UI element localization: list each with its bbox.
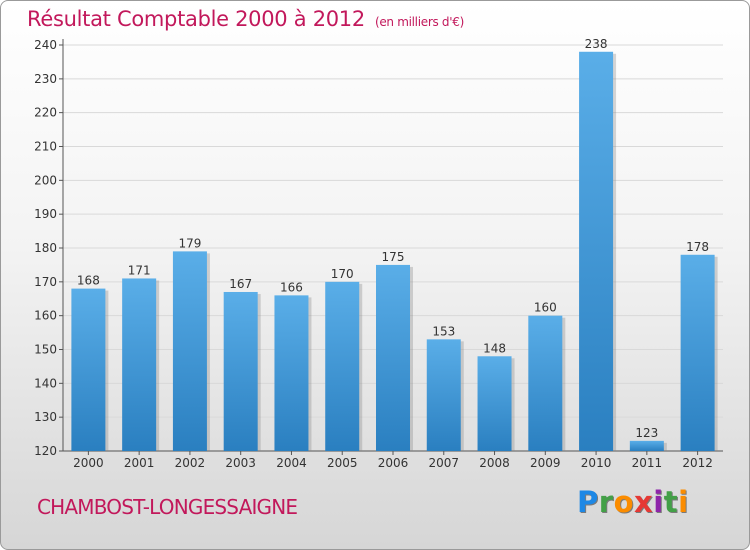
x-tick-label: 2008: [479, 456, 510, 470]
y-tick-label: 200: [34, 173, 57, 187]
proxiti-logo[interactable]: Proxiti: [577, 485, 689, 519]
x-tick-label: 2005: [327, 456, 358, 470]
bar: [122, 278, 157, 451]
logo-letter: x: [634, 485, 654, 519]
data-label: 168: [77, 274, 100, 288]
data-label: 166: [280, 280, 303, 294]
data-label: 238: [585, 37, 608, 51]
data-label: 179: [178, 236, 201, 250]
bar: [274, 295, 309, 451]
chart-title: Résultat Comptable 2000 à 2012 (en millie…: [27, 7, 464, 31]
y-tick-label: 130: [34, 410, 57, 424]
x-tick-label: 2012: [682, 456, 713, 470]
y-tick-label: 210: [34, 140, 57, 154]
logo-letter: t: [663, 485, 679, 519]
x-tick-label: 2010: [581, 456, 612, 470]
y-tick-label: 230: [34, 72, 57, 86]
labels: 120 130 140 150 160 170 180 190 200 210 220 230 240 1…: [34, 37, 713, 470]
x-tick-label: 2001: [124, 456, 155, 470]
data-label: 175: [382, 250, 405, 264]
data-label: 167: [229, 277, 252, 291]
x-tick-label: 2011: [632, 456, 663, 470]
logo-letter: r: [598, 485, 614, 519]
y-tick-label: 120: [34, 444, 57, 458]
bar: [325, 281, 360, 451]
logo-letter: o: [613, 485, 635, 519]
x-tick-label: 2002: [175, 456, 206, 470]
y-tick-label: 160: [34, 309, 57, 323]
x-tick-label: 2000: [73, 456, 104, 470]
bar: [376, 264, 410, 451]
y-tick-label: 170: [34, 275, 57, 289]
x-tick-label: 2004: [276, 456, 307, 470]
bar: [223, 291, 258, 451]
bar: [172, 251, 207, 451]
bar: [680, 254, 715, 451]
y-tick-label: 190: [34, 207, 57, 221]
bar: [528, 315, 563, 451]
logo-letter: i: [653, 485, 664, 519]
bars: [71, 51, 718, 452]
data-label: 178: [686, 240, 709, 254]
y-tick-label: 240: [34, 38, 57, 52]
chart-subtitle: (en milliers d'€): [374, 15, 464, 29]
data-label: 148: [483, 341, 506, 355]
x-tick-label: 2009: [530, 456, 561, 470]
commune-name: CHAMBOST-LONGESSAIGNE: [37, 495, 298, 519]
chart-title-text: Résultat Comptable 2000 à 2012: [27, 7, 365, 31]
bar: [629, 440, 664, 451]
bar: [71, 288, 106, 451]
data-label: 171: [128, 263, 151, 277]
y-tick-label: 180: [34, 241, 57, 255]
logo-letter: i: [678, 485, 689, 519]
data-label: 170: [331, 267, 354, 281]
x-tick-label: 2007: [428, 456, 459, 470]
bar: [426, 339, 461, 451]
bar: [579, 51, 614, 452]
data-label: 153: [432, 324, 455, 338]
y-tick-label: 220: [34, 106, 57, 120]
x-tick-label: 2003: [225, 456, 256, 470]
y-tick-label: 150: [34, 343, 57, 357]
x-tick-label: 2006: [378, 456, 409, 470]
bar: [477, 356, 512, 451]
data-label: 160: [534, 301, 557, 315]
y-tick-label: 140: [34, 376, 57, 390]
data-label: 123: [635, 426, 658, 440]
logo-letter: P: [577, 485, 599, 519]
